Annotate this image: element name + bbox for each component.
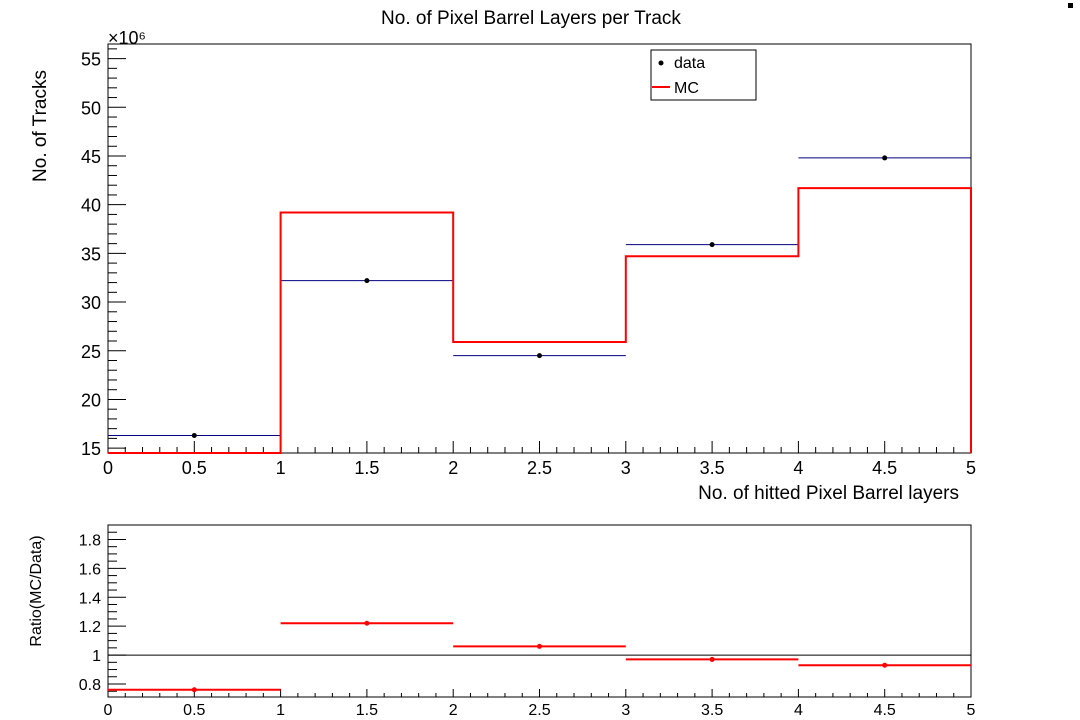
y-tick-label: 40	[81, 196, 101, 216]
x-tick-label: 4.5	[874, 702, 896, 719]
data-point	[882, 155, 888, 161]
x-tick-label: 1.5	[354, 458, 379, 478]
x-tick-label: 2	[449, 702, 458, 719]
ratio-point	[709, 656, 715, 662]
y-axis-title: Ratio(MC/Data)	[28, 535, 45, 646]
data-point	[364, 278, 370, 284]
x-tick-label: 1	[276, 702, 285, 719]
x-tick-label: 2.5	[528, 702, 550, 719]
y-tick-label: 45	[81, 147, 101, 167]
data-point	[191, 432, 197, 438]
legend-box	[650, 49, 757, 101]
y-tick-label: 35	[81, 244, 101, 264]
ratio-panel: 0 0.5 1 1.5 2 2.5 3 3.5 4 4.5 5 0.8 1 1.2 1.4 1.6 1.8 Rat…	[28, 524, 976, 719]
x-tick-label: 2.5	[527, 458, 552, 478]
x-tick-label: 3.5	[700, 458, 725, 478]
y-tick-label: 50	[81, 98, 101, 118]
x-tick-label: 3	[621, 458, 631, 478]
y-tick-label: 20	[81, 390, 101, 410]
y-tick-label: 1.4	[79, 590, 101, 607]
x-tick-label: 4.5	[872, 458, 897, 478]
y-tick-label: 55	[81, 50, 101, 70]
mc-step-line	[108, 187, 972, 454]
x-axis-title: No. of hitted Pixel Barrel layers	[698, 483, 959, 504]
data-point	[537, 353, 542, 359]
ratio-point	[364, 620, 370, 626]
ratio-point	[537, 643, 542, 649]
x-tick-label: 4	[793, 458, 803, 478]
y-axis-title: No. of Tracks	[30, 70, 51, 182]
ratio-point	[191, 687, 197, 693]
data-point	[709, 242, 715, 248]
x-tick-label: 1.5	[356, 702, 378, 719]
y-tick-label: 1.2	[79, 619, 101, 636]
y-tick-label: 1.8	[79, 532, 101, 549]
y-tick-label: 25	[81, 342, 101, 362]
x-tick-label: 0.5	[182, 458, 207, 478]
x-tick-label: 5	[967, 702, 976, 719]
x-tick-label: 4	[794, 702, 803, 719]
x-tick-label: 3.5	[701, 702, 723, 719]
legend: data MC	[650, 49, 757, 101]
y-exponent-label: ×10⁶	[108, 28, 146, 48]
x-tick-label: 3	[621, 702, 630, 719]
x-tick-label: 0	[104, 702, 113, 719]
x-tick-label: 0.5	[183, 702, 205, 719]
x-tick-label: 5	[966, 458, 976, 478]
legend-mc-label: MC	[674, 80, 699, 97]
y-tick-label: 15	[81, 439, 101, 459]
y-tick-label: 30	[81, 293, 101, 313]
top-panel: 0 0.5 1 1.5 2 2.5 3 3.5 4 4.5 5 15 20 25 30 35 40 45 50 55 N…	[30, 28, 976, 504]
y-tick-label: 0.8	[79, 677, 101, 694]
x-tick-label: 1	[276, 458, 286, 478]
corner-marker	[1068, 3, 1073, 8]
legend-data-label: data	[674, 55, 705, 72]
x-tick-label: 0	[103, 458, 113, 478]
y-tick-label: 1	[92, 648, 101, 665]
legend-data-marker	[658, 60, 664, 66]
ratio-point	[882, 662, 888, 668]
chart-title: No. of Pixel Barrel Layers per Track	[381, 8, 681, 29]
x-tick-label: 2	[448, 458, 458, 478]
y-tick-label: 1.6	[79, 561, 101, 578]
